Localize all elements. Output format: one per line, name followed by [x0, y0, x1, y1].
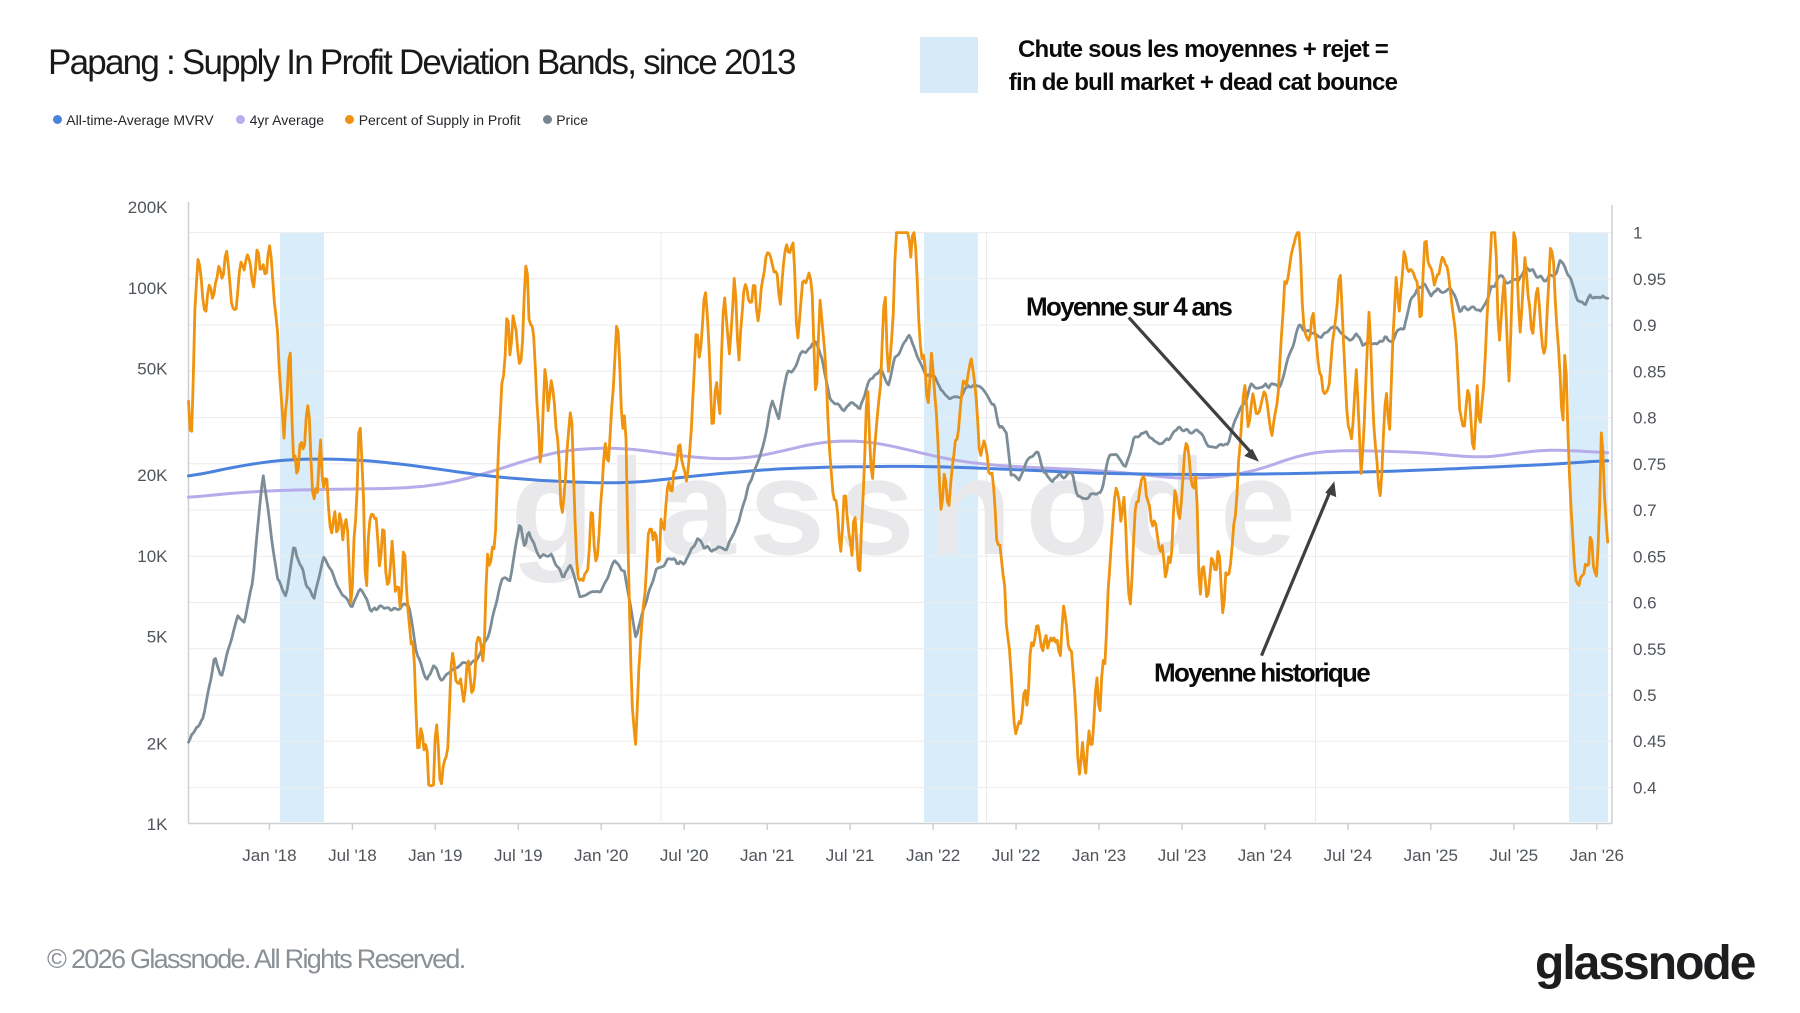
svg-text:0.9: 0.9: [1633, 316, 1657, 335]
svg-text:Jul '20: Jul '20: [660, 846, 709, 865]
svg-text:Jul '24: Jul '24: [1324, 846, 1373, 865]
svg-text:20K: 20K: [137, 466, 168, 485]
svg-text:0.75: 0.75: [1633, 455, 1666, 474]
svg-text:Jan '19: Jan '19: [408, 846, 462, 865]
svg-text:Jul '19: Jul '19: [494, 846, 543, 865]
svg-text:Jan '25: Jan '25: [1404, 846, 1458, 865]
svg-text:0.6: 0.6: [1633, 594, 1657, 613]
svg-text:0.85: 0.85: [1633, 362, 1666, 381]
svg-text:50K: 50K: [137, 360, 168, 379]
svg-text:Jul '22: Jul '22: [992, 846, 1041, 865]
svg-text:Jan '22: Jan '22: [906, 846, 960, 865]
svg-text:0.7: 0.7: [1633, 501, 1657, 520]
svg-text:1: 1: [1633, 224, 1642, 243]
svg-text:0.65: 0.65: [1633, 547, 1666, 566]
svg-text:Jan '26: Jan '26: [1570, 846, 1624, 865]
svg-text:0.45: 0.45: [1633, 732, 1666, 751]
svg-text:10K: 10K: [137, 547, 168, 566]
svg-text:0.8: 0.8: [1633, 409, 1657, 428]
svg-text:Moyenne sur 4 ans: Moyenne sur 4 ans: [1026, 292, 1232, 322]
svg-text:Moyenne historique: Moyenne historique: [1154, 658, 1370, 688]
svg-text:Jul '18: Jul '18: [328, 846, 377, 865]
svg-text:glassnode: glassnode: [510, 431, 1309, 584]
svg-text:200K: 200K: [128, 198, 168, 217]
svg-text:0.55: 0.55: [1633, 640, 1666, 659]
svg-text:0.95: 0.95: [1633, 270, 1666, 289]
svg-text:Jul '21: Jul '21: [826, 846, 875, 865]
svg-text:Jan '18: Jan '18: [242, 846, 296, 865]
svg-text:Jan '23: Jan '23: [1072, 846, 1126, 865]
svg-text:0.4: 0.4: [1633, 779, 1657, 798]
svg-text:Jan '21: Jan '21: [740, 846, 794, 865]
svg-text:Jul '25: Jul '25: [1489, 846, 1538, 865]
svg-text:5K: 5K: [147, 628, 168, 647]
svg-text:100K: 100K: [128, 279, 168, 298]
svg-text:Jan '20: Jan '20: [574, 846, 628, 865]
svg-text:0.5: 0.5: [1633, 686, 1657, 705]
svg-text:1K: 1K: [147, 815, 168, 834]
svg-text:Jan '24: Jan '24: [1238, 846, 1292, 865]
svg-text:Jul '23: Jul '23: [1158, 846, 1207, 865]
svg-text:2K: 2K: [147, 734, 168, 753]
